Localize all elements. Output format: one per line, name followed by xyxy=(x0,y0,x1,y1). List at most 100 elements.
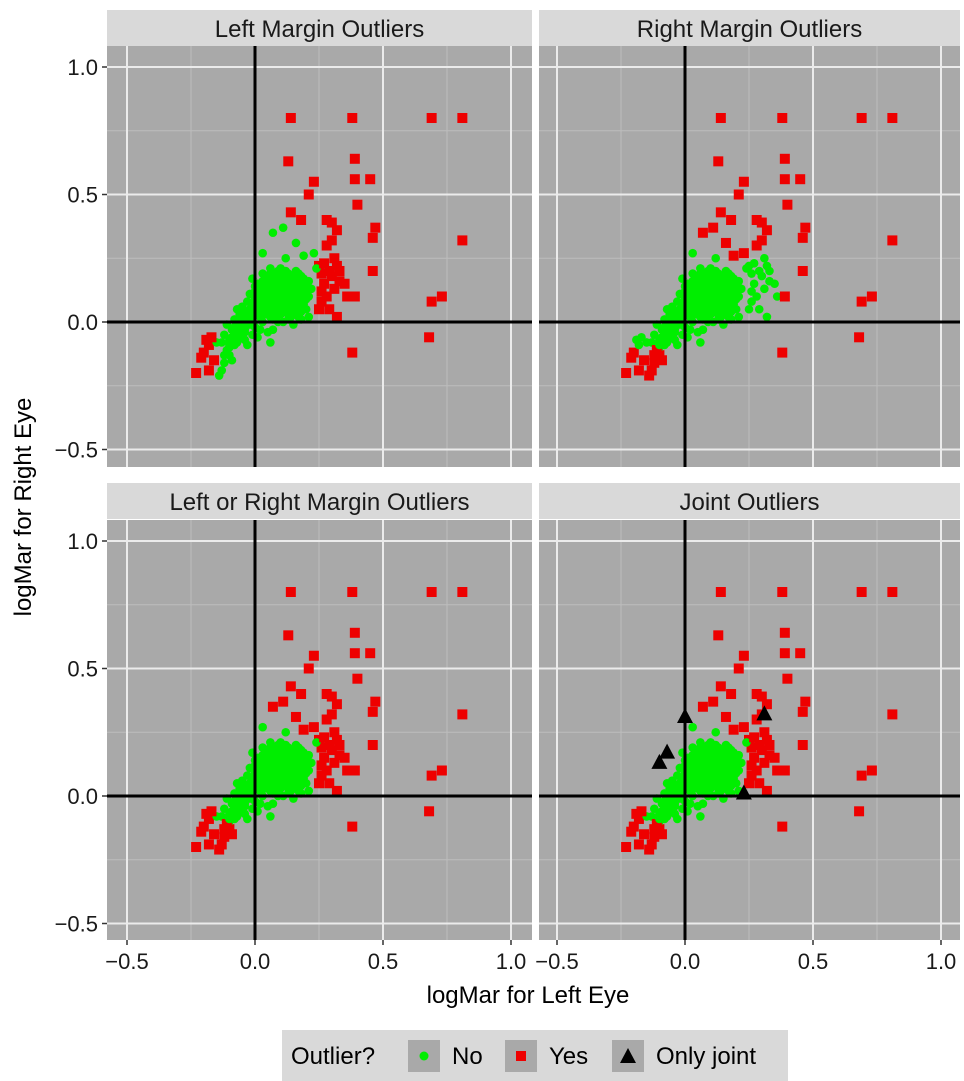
point-outlier xyxy=(639,355,650,366)
point-outlier xyxy=(633,813,644,824)
point-outlier xyxy=(633,365,644,376)
point-normal xyxy=(724,743,733,752)
point-outlier xyxy=(319,278,330,289)
point-normal xyxy=(657,807,667,816)
point-outlier xyxy=(316,770,327,781)
point-normal xyxy=(670,325,680,334)
point-outlier xyxy=(656,829,667,840)
point-outlier xyxy=(756,745,767,756)
point-outlier xyxy=(321,291,332,302)
panel-3: Left or Right Margin Outliers −0.5 0.0 0.5 1… xyxy=(55,483,532,974)
point-outlier xyxy=(198,347,209,358)
point-outlier xyxy=(424,806,435,817)
point-outlier xyxy=(329,757,340,768)
point-outlier xyxy=(203,813,214,824)
y-tick-label: 0.5 xyxy=(67,657,98,682)
point-outlier xyxy=(769,752,780,763)
point-normal xyxy=(673,340,682,350)
point-normal xyxy=(258,768,267,778)
point-outlier xyxy=(715,587,726,597)
point-normal xyxy=(289,753,298,763)
point-outlier xyxy=(308,176,319,187)
x-tick-label: −0.5 xyxy=(535,949,578,974)
point-outlier xyxy=(646,365,657,376)
point-normal xyxy=(271,756,280,765)
point-outlier xyxy=(738,176,749,187)
point-outlier xyxy=(764,740,775,750)
point-outlier xyxy=(782,199,793,210)
point-outlier xyxy=(316,268,327,279)
point-normal xyxy=(299,279,308,289)
point-outlier xyxy=(457,235,468,246)
point-outlier xyxy=(797,740,808,750)
point-normal xyxy=(217,366,227,375)
point-outlier xyxy=(756,217,767,228)
point-outlier xyxy=(209,355,220,366)
point-normal xyxy=(742,738,751,747)
point-normal xyxy=(304,292,314,301)
point-outlier xyxy=(631,808,642,819)
point-normal xyxy=(225,340,234,350)
point-outlier xyxy=(754,778,765,789)
point-outlier xyxy=(367,266,378,276)
panel-4: Joint Outliers −0.5 0.0 0.5 1.0 xyxy=(535,483,960,974)
point-outlier xyxy=(214,844,225,855)
point-normal xyxy=(647,338,657,347)
point-outlier xyxy=(283,630,294,641)
point-normal xyxy=(255,786,265,796)
point-outlier xyxy=(779,291,790,302)
point-normal xyxy=(294,786,303,796)
point-normal xyxy=(271,763,280,773)
point-normal xyxy=(278,269,288,278)
point-outlier xyxy=(746,742,757,753)
point-outlier xyxy=(296,689,307,699)
point-outlier xyxy=(370,696,381,707)
point-normal xyxy=(258,276,267,286)
point-normal xyxy=(734,292,744,301)
point-normal xyxy=(268,325,278,334)
point-normal xyxy=(747,297,756,306)
point-outlier xyxy=(797,706,808,717)
point-normal xyxy=(647,812,657,821)
point-outlier xyxy=(316,760,327,771)
point-outlier xyxy=(715,113,726,123)
point-outlier xyxy=(219,824,230,835)
y-tick-label: 1.0 xyxy=(67,55,98,80)
point-outlier xyxy=(715,207,726,218)
point-normal xyxy=(294,312,303,322)
point-normal xyxy=(688,768,697,778)
point-normal xyxy=(227,333,237,342)
point-outlier xyxy=(733,663,744,674)
point-normal xyxy=(283,310,293,319)
point-outlier xyxy=(209,829,220,840)
point-outlier xyxy=(728,724,739,735)
point-outlier xyxy=(726,689,737,699)
point-normal xyxy=(688,276,697,286)
point-normal xyxy=(268,799,278,808)
point-outlier xyxy=(761,785,772,796)
point-outlier xyxy=(887,113,898,123)
point-outlier xyxy=(856,587,867,597)
point-normal xyxy=(299,251,308,260)
point-outlier xyxy=(321,240,332,251)
point-normal xyxy=(294,304,303,314)
point-outlier xyxy=(321,765,332,776)
point-outlier xyxy=(219,831,230,842)
point-normal xyxy=(734,766,744,775)
point-normal xyxy=(294,743,303,752)
x-tick-label: −0.5 xyxy=(105,949,148,974)
point-outlier xyxy=(216,839,227,850)
point-outlier xyxy=(326,691,337,702)
point-outlier xyxy=(339,752,350,763)
y-tick-label: −0.5 xyxy=(55,438,98,463)
point-outlier xyxy=(797,232,808,243)
point-outlier xyxy=(334,740,345,750)
point-outlier xyxy=(308,722,319,733)
point-outlier xyxy=(308,650,319,661)
point-normal xyxy=(675,304,685,314)
point-outlier xyxy=(314,778,324,789)
point-outlier xyxy=(856,770,867,781)
point-normal xyxy=(696,812,705,821)
point-outlier xyxy=(334,276,345,287)
point-outlier xyxy=(324,266,335,276)
